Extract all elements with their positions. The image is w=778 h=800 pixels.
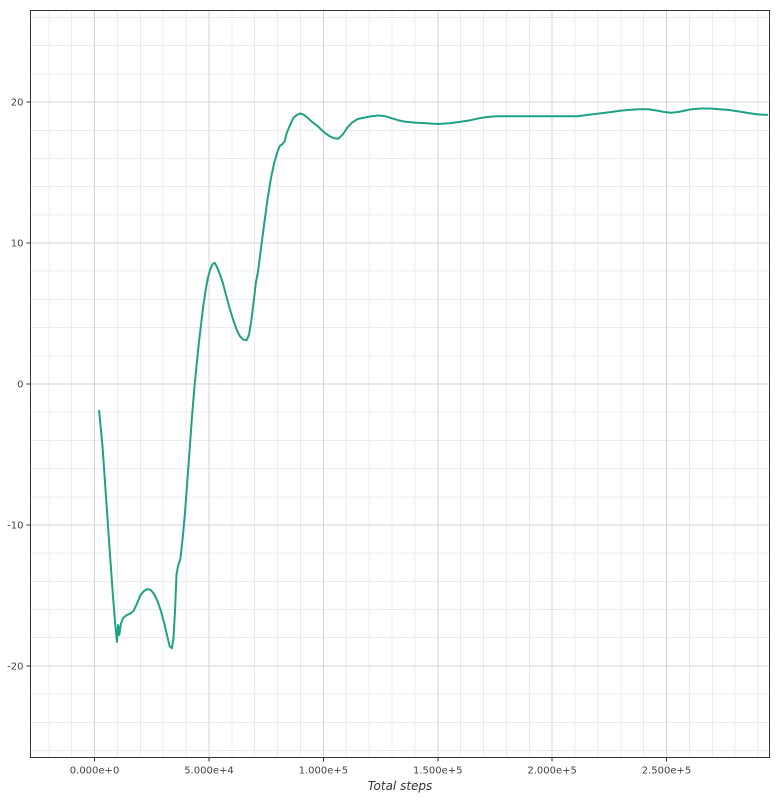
- x-tick-label: 1.500e+5: [413, 766, 463, 777]
- x-tick-label: 5.000e+4: [184, 766, 234, 777]
- y-tick-label: -20: [7, 661, 23, 672]
- y-tick-label: 20: [11, 98, 24, 109]
- y-tick-label: -10: [7, 520, 23, 531]
- y-tick-label: 10: [11, 239, 24, 250]
- x-axis-title: Total steps: [368, 779, 433, 793]
- data-line-value: [98, 107, 769, 650]
- x-tick-label: 2.000e+5: [527, 766, 577, 777]
- y-tick-label: 0: [17, 380, 23, 391]
- x-tick-label: 0.000e+0: [70, 766, 120, 777]
- x-tick-label: 2.500e+5: [642, 766, 692, 777]
- x-tick-label: 1.000e+5: [299, 766, 349, 777]
